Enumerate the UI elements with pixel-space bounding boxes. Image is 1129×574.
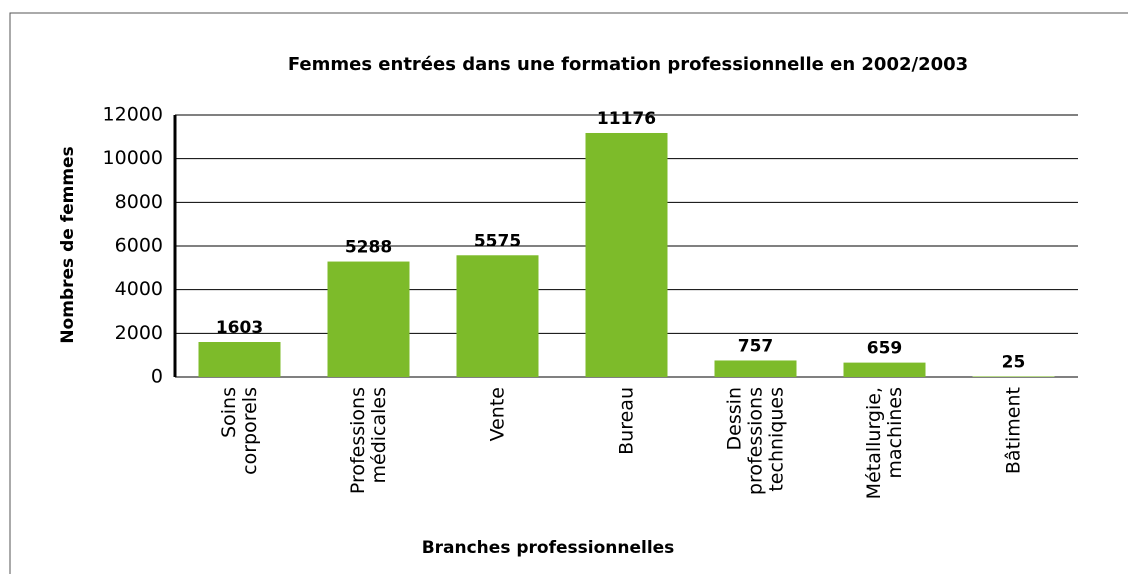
y-tick-label: 4000 bbox=[115, 278, 163, 300]
x-tick-label-line: Bureau bbox=[615, 387, 637, 455]
value-label: 25 bbox=[1002, 352, 1026, 372]
bar bbox=[714, 360, 797, 377]
bar bbox=[198, 342, 281, 377]
bar bbox=[972, 376, 1055, 377]
chart-title: Femmes entrées dans une formation profes… bbox=[288, 54, 968, 75]
value-label: 11176 bbox=[597, 109, 656, 129]
value-label: 757 bbox=[738, 336, 774, 356]
x-tick-label: Bureau bbox=[615, 387, 637, 455]
x-tick-label-line: corporels bbox=[239, 387, 261, 475]
x-tick-label-line: Métallurgie, bbox=[863, 387, 885, 499]
bar bbox=[843, 362, 926, 377]
x-tick-label: Soinscorporels bbox=[218, 387, 261, 475]
x-tick-label-line: machines bbox=[884, 387, 906, 479]
value-label: 5288 bbox=[345, 238, 392, 258]
value-label: 659 bbox=[867, 339, 903, 359]
x-tick-label: Métallurgie,machines bbox=[863, 387, 906, 499]
y-tick-label: 6000 bbox=[115, 235, 163, 257]
y-tick-label: 8000 bbox=[115, 191, 163, 213]
x-tick-label-line: professions bbox=[744, 387, 766, 495]
value-label: 5575 bbox=[474, 231, 521, 251]
y-tick-label: 0 bbox=[151, 366, 163, 388]
frame bbox=[9, 12, 1128, 574]
x-tick-label-line: techniques bbox=[765, 387, 787, 492]
x-tick-label-line: Soins bbox=[218, 387, 240, 438]
bar bbox=[327, 261, 410, 377]
x-tick-label: Vente bbox=[486, 387, 508, 441]
x-tick-label-line: Professions bbox=[347, 387, 369, 494]
x-tick-label-line: Dessin bbox=[723, 387, 745, 450]
x-tick-label-line: Bâtiment bbox=[1002, 387, 1024, 474]
value-label: 1603 bbox=[216, 318, 263, 338]
bar bbox=[585, 132, 668, 377]
y-tick-label: 12000 bbox=[103, 104, 163, 126]
x-axis-title: Branches professionnelles bbox=[422, 538, 675, 558]
x-tick-label: Professionsmédicales bbox=[347, 387, 390, 494]
bar bbox=[456, 255, 539, 377]
y-axis-title: Nombres de femmes bbox=[58, 146, 78, 343]
y-tick-label: 10000 bbox=[103, 147, 163, 169]
x-tick-label: Dessinprofessionstechniques bbox=[723, 387, 787, 495]
x-tick-label-line: médicales bbox=[368, 387, 390, 484]
x-tick-label-line: Vente bbox=[486, 387, 508, 441]
x-tick-label: Bâtiment bbox=[1002, 387, 1024, 474]
y-tick-label: 2000 bbox=[115, 322, 163, 344]
